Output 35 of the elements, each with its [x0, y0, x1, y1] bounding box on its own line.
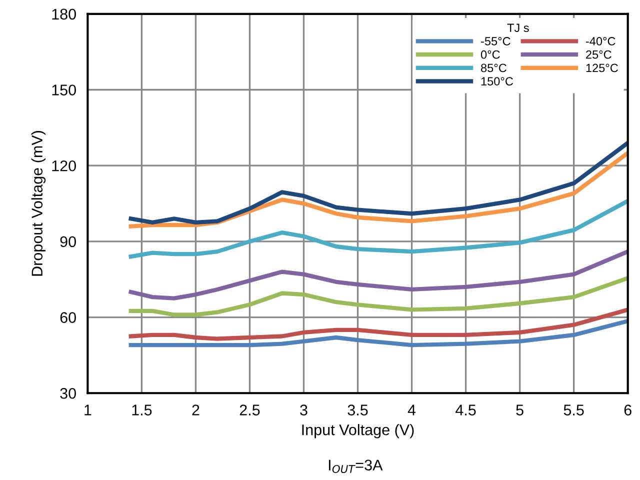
legend-label: 0°C — [480, 50, 500, 59]
line-series — [128, 198, 628, 259]
x-axis-title: Input Voltage (V) — [302, 424, 414, 438]
y-tick-label: 30 — [60, 388, 76, 399]
x-tick-label: 6 — [624, 404, 632, 416]
y-tick-label: 60 — [60, 312, 76, 323]
legend-label: 25°C — [586, 50, 612, 59]
y-tick-label: 150 — [52, 84, 76, 96]
y-tick-label: 120 — [52, 160, 76, 172]
line-series — [128, 318, 628, 348]
x-tick-label: 4 — [408, 404, 416, 416]
y-tick-label: 180 — [52, 8, 76, 20]
line-series — [128, 140, 628, 225]
x-tick-label: 1 — [84, 404, 92, 416]
y-tick-label: 90 — [60, 236, 76, 248]
legend-title: TJ s — [507, 24, 529, 32]
x-tick-label: 5.5 — [564, 404, 584, 416]
x-tick-label: 4.5 — [456, 404, 476, 416]
x-tick-label: 3 — [300, 404, 308, 416]
text: I$_{OUT}$=3A — [328, 460, 383, 474]
line-series — [128, 308, 628, 341]
line-series — [128, 150, 628, 228]
x-tick-label: 5 — [516, 404, 524, 416]
legend-label: 125°C — [586, 64, 618, 72]
x-tick-label: 2 — [192, 404, 200, 416]
x-tick-label: 3.5 — [348, 404, 368, 416]
y-axis-title: Dropout Voltage (mV) — [31, 131, 46, 276]
x-tick-label: 2.5 — [240, 404, 260, 416]
line-series — [128, 276, 628, 317]
x-tick-label: 1.5 — [132, 404, 152, 416]
line-series — [128, 249, 628, 300]
legend-label: 85°C — [481, 64, 506, 72]
legend-label: -40°C — [586, 37, 616, 46]
legend-label: 150°C — [481, 77, 513, 86]
legend-label: -55°C — [481, 37, 510, 46]
